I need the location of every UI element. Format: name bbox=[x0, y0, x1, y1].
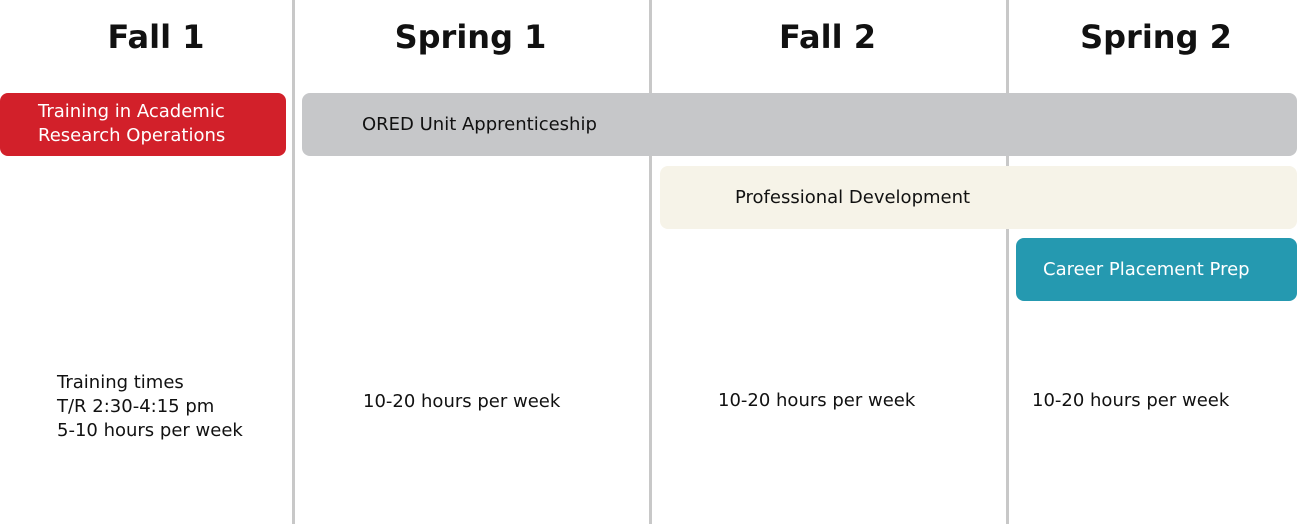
note-spring-1: 10-20 hours per week bbox=[363, 391, 561, 412]
divider bbox=[1006, 0, 1009, 524]
header-fall-2: Fall 2 bbox=[779, 18, 876, 56]
bar-ored: ORED Unit Apprenticeship bbox=[302, 93, 1297, 156]
note-line: T/R 2:30-4:15 pm bbox=[57, 396, 215, 417]
note-fall-2: 10-20 hours per week bbox=[718, 390, 916, 411]
bar-training: Training in Academic Research Operations bbox=[0, 93, 286, 156]
bar-training-label-2: Research Operations bbox=[38, 125, 226, 146]
note-line: 5-10 hours per week bbox=[57, 420, 243, 441]
note-fall-1: Training times T/R 2:30-4:15 pm 5-10 hou… bbox=[57, 371, 243, 443]
note-line: Training times bbox=[57, 372, 184, 393]
header-spring-2: Spring 2 bbox=[1080, 18, 1232, 56]
divider bbox=[292, 0, 295, 524]
header-fall-1: Fall 1 bbox=[107, 18, 205, 56]
bar-training-label-1: Training in Academic bbox=[38, 101, 225, 122]
header-spring-1: Spring 1 bbox=[394, 18, 547, 56]
note-spring-2: 10-20 hours per week bbox=[1032, 390, 1230, 411]
divider bbox=[649, 0, 652, 524]
bar-career-placement: Career Placement Prep bbox=[1016, 238, 1297, 301]
bar-professional-development: Professional Development bbox=[660, 166, 1297, 229]
